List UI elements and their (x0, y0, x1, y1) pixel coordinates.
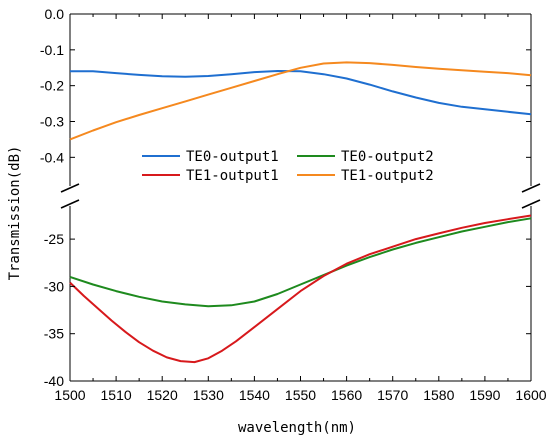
series-line-te0-output1 (70, 70, 532, 116)
x-tick-label: 1500 (54, 387, 85, 403)
axis-break-marks (60, 183, 541, 209)
x-tick-label: 1580 (423, 387, 454, 403)
axes-layer (69, 13, 532, 382)
y-tick-label-bottom: -35 (44, 326, 64, 342)
x-tick-label: 1540 (239, 387, 270, 403)
legend-label-te0-output1: TE0-output1 (186, 149, 279, 165)
y-tick-label-bottom: -30 (44, 278, 64, 294)
y-tick-label-top: -0.1 (40, 42, 64, 58)
series-line-te1-output2 (69, 61, 532, 141)
axis-break-left-lower (60, 199, 80, 209)
x-tick-label: 1600 (515, 387, 546, 403)
series-line-te1-output1 (69, 214, 532, 364)
legend-label-te0-output2: TE0-output2 (341, 149, 434, 165)
axis-break-left-upper (60, 183, 80, 193)
axis-break-right-lower (521, 199, 541, 209)
x-tick-label: 1550 (285, 387, 316, 403)
x-tick-label: 1560 (331, 387, 362, 403)
legend-label-te1-output2: TE1-output2 (341, 168, 434, 184)
legend-label-te1-output1: TE1-output1 (186, 168, 279, 184)
y-tick-label-bottom: -25 (44, 231, 64, 247)
legend: TE0-output1 TE0-output2 TE1-output1 TE1-out… (142, 149, 434, 184)
x-tick-label: 1520 (147, 387, 178, 403)
x-tick-label: 1510 (101, 387, 132, 403)
y-tick-label-top: -0.3 (40, 114, 64, 130)
series-layer (69, 61, 532, 364)
y-tick-label-bottom: -40 (44, 373, 64, 389)
y-tick-label-top: -0.2 (40, 78, 64, 94)
x-tick-label: 1570 (377, 387, 408, 403)
x-tick-label: 1590 (469, 387, 500, 403)
y-tick-label-top: -0.4 (40, 149, 64, 165)
axis-break-right-upper (521, 183, 541, 193)
ticks-layer: 1500 1510 1520 1530 1540 1550 1560 1570 1580 1590… (40, 6, 547, 403)
y-axis-label: Transmission(dB) (7, 146, 23, 281)
y-tick-label-top: 0.0 (45, 6, 65, 22)
x-tick-label: 1530 (193, 387, 224, 403)
x-axis-label: wavelength(nm) (238, 420, 356, 436)
series-line-te0-output2 (69, 217, 532, 308)
